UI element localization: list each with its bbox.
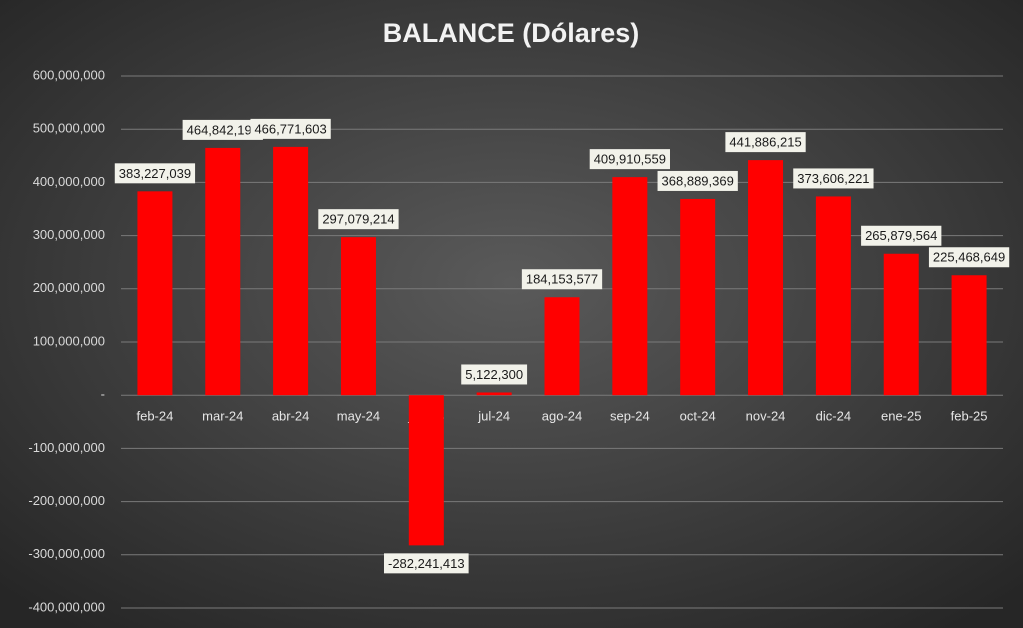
value-label-bg bbox=[928, 247, 1010, 268]
value-label-bg bbox=[589, 149, 670, 170]
value-label-bg bbox=[318, 209, 399, 230]
value-label: 441,886,215 bbox=[729, 135, 801, 150]
bar bbox=[408, 395, 444, 546]
value-label: 265,879,564 bbox=[865, 228, 937, 243]
x-tick-label: jul-24 bbox=[477, 408, 510, 423]
value-label-bg bbox=[114, 163, 196, 184]
value-label: 373,606,221 bbox=[797, 171, 869, 186]
y-tick-label: 100,000,000 bbox=[33, 333, 105, 348]
y-tick-label: - bbox=[101, 387, 105, 402]
x-tick-label: sep-24 bbox=[610, 408, 650, 423]
value-label: 466,771,603 bbox=[254, 121, 326, 136]
value-label: 368,889,369 bbox=[662, 173, 734, 188]
x-tick-label: feb-24 bbox=[136, 408, 173, 423]
y-tick-label: -400,000,000 bbox=[28, 599, 105, 614]
bar bbox=[748, 160, 784, 396]
x-tick-label: may-24 bbox=[337, 408, 380, 423]
x-tick-label: oct-24 bbox=[680, 408, 716, 423]
value-label-bg bbox=[725, 132, 806, 153]
value-label: 225,468,649 bbox=[933, 250, 1005, 265]
value-label-bg bbox=[521, 269, 603, 290]
x-tick-label: ago-24 bbox=[542, 408, 582, 423]
bar bbox=[137, 191, 173, 396]
value-label: 464,842,190 bbox=[187, 122, 259, 137]
x-tick-label: mar-24 bbox=[202, 408, 243, 423]
x-tick-label: abr-24 bbox=[272, 408, 310, 423]
bar bbox=[951, 275, 987, 396]
value-label: 5,122,300 bbox=[465, 367, 523, 382]
bar bbox=[273, 146, 309, 396]
value-label-bg bbox=[861, 225, 942, 246]
x-tick-label: ene-25 bbox=[881, 408, 921, 423]
value-label: 383,227,039 bbox=[119, 166, 191, 181]
bar bbox=[340, 237, 376, 396]
bar bbox=[883, 253, 919, 396]
value-label-bg bbox=[383, 553, 469, 574]
value-label-bg bbox=[250, 118, 331, 139]
y-tick-label: 600,000,000 bbox=[33, 67, 105, 82]
value-label-bg bbox=[182, 119, 263, 140]
y-tick-label: -300,000,000 bbox=[28, 546, 105, 561]
bar bbox=[612, 177, 648, 396]
value-label: -282,241,413 bbox=[388, 556, 465, 571]
value-label-bg bbox=[461, 364, 528, 385]
bar bbox=[544, 297, 580, 396]
value-label: 409,910,559 bbox=[594, 152, 666, 167]
y-tick-label: -100,000,000 bbox=[28, 440, 105, 455]
bar bbox=[205, 147, 241, 396]
bar bbox=[815, 196, 851, 396]
y-tick-label: 200,000,000 bbox=[33, 280, 105, 295]
bar bbox=[680, 198, 716, 396]
y-tick-label: 500,000,000 bbox=[33, 121, 105, 136]
x-tick-label: dic-24 bbox=[816, 408, 851, 423]
value-label-bg bbox=[657, 170, 738, 191]
value-label: 184,153,577 bbox=[526, 272, 598, 287]
x-tick-label: feb-25 bbox=[951, 408, 988, 423]
value-label-bg bbox=[793, 168, 874, 189]
y-tick-label: 400,000,000 bbox=[33, 174, 105, 189]
chart-title: BALANCE (Dólares) bbox=[383, 18, 640, 48]
value-label: 297,079,214 bbox=[322, 212, 394, 227]
bar bbox=[476, 392, 512, 396]
y-tick-label: -200,000,000 bbox=[28, 493, 105, 508]
y-tick-label: 300,000,000 bbox=[33, 227, 105, 242]
x-tick-label: nov-24 bbox=[746, 408, 786, 423]
